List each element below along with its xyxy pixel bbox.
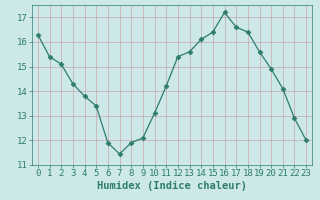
X-axis label: Humidex (Indice chaleur): Humidex (Indice chaleur) <box>97 181 247 191</box>
